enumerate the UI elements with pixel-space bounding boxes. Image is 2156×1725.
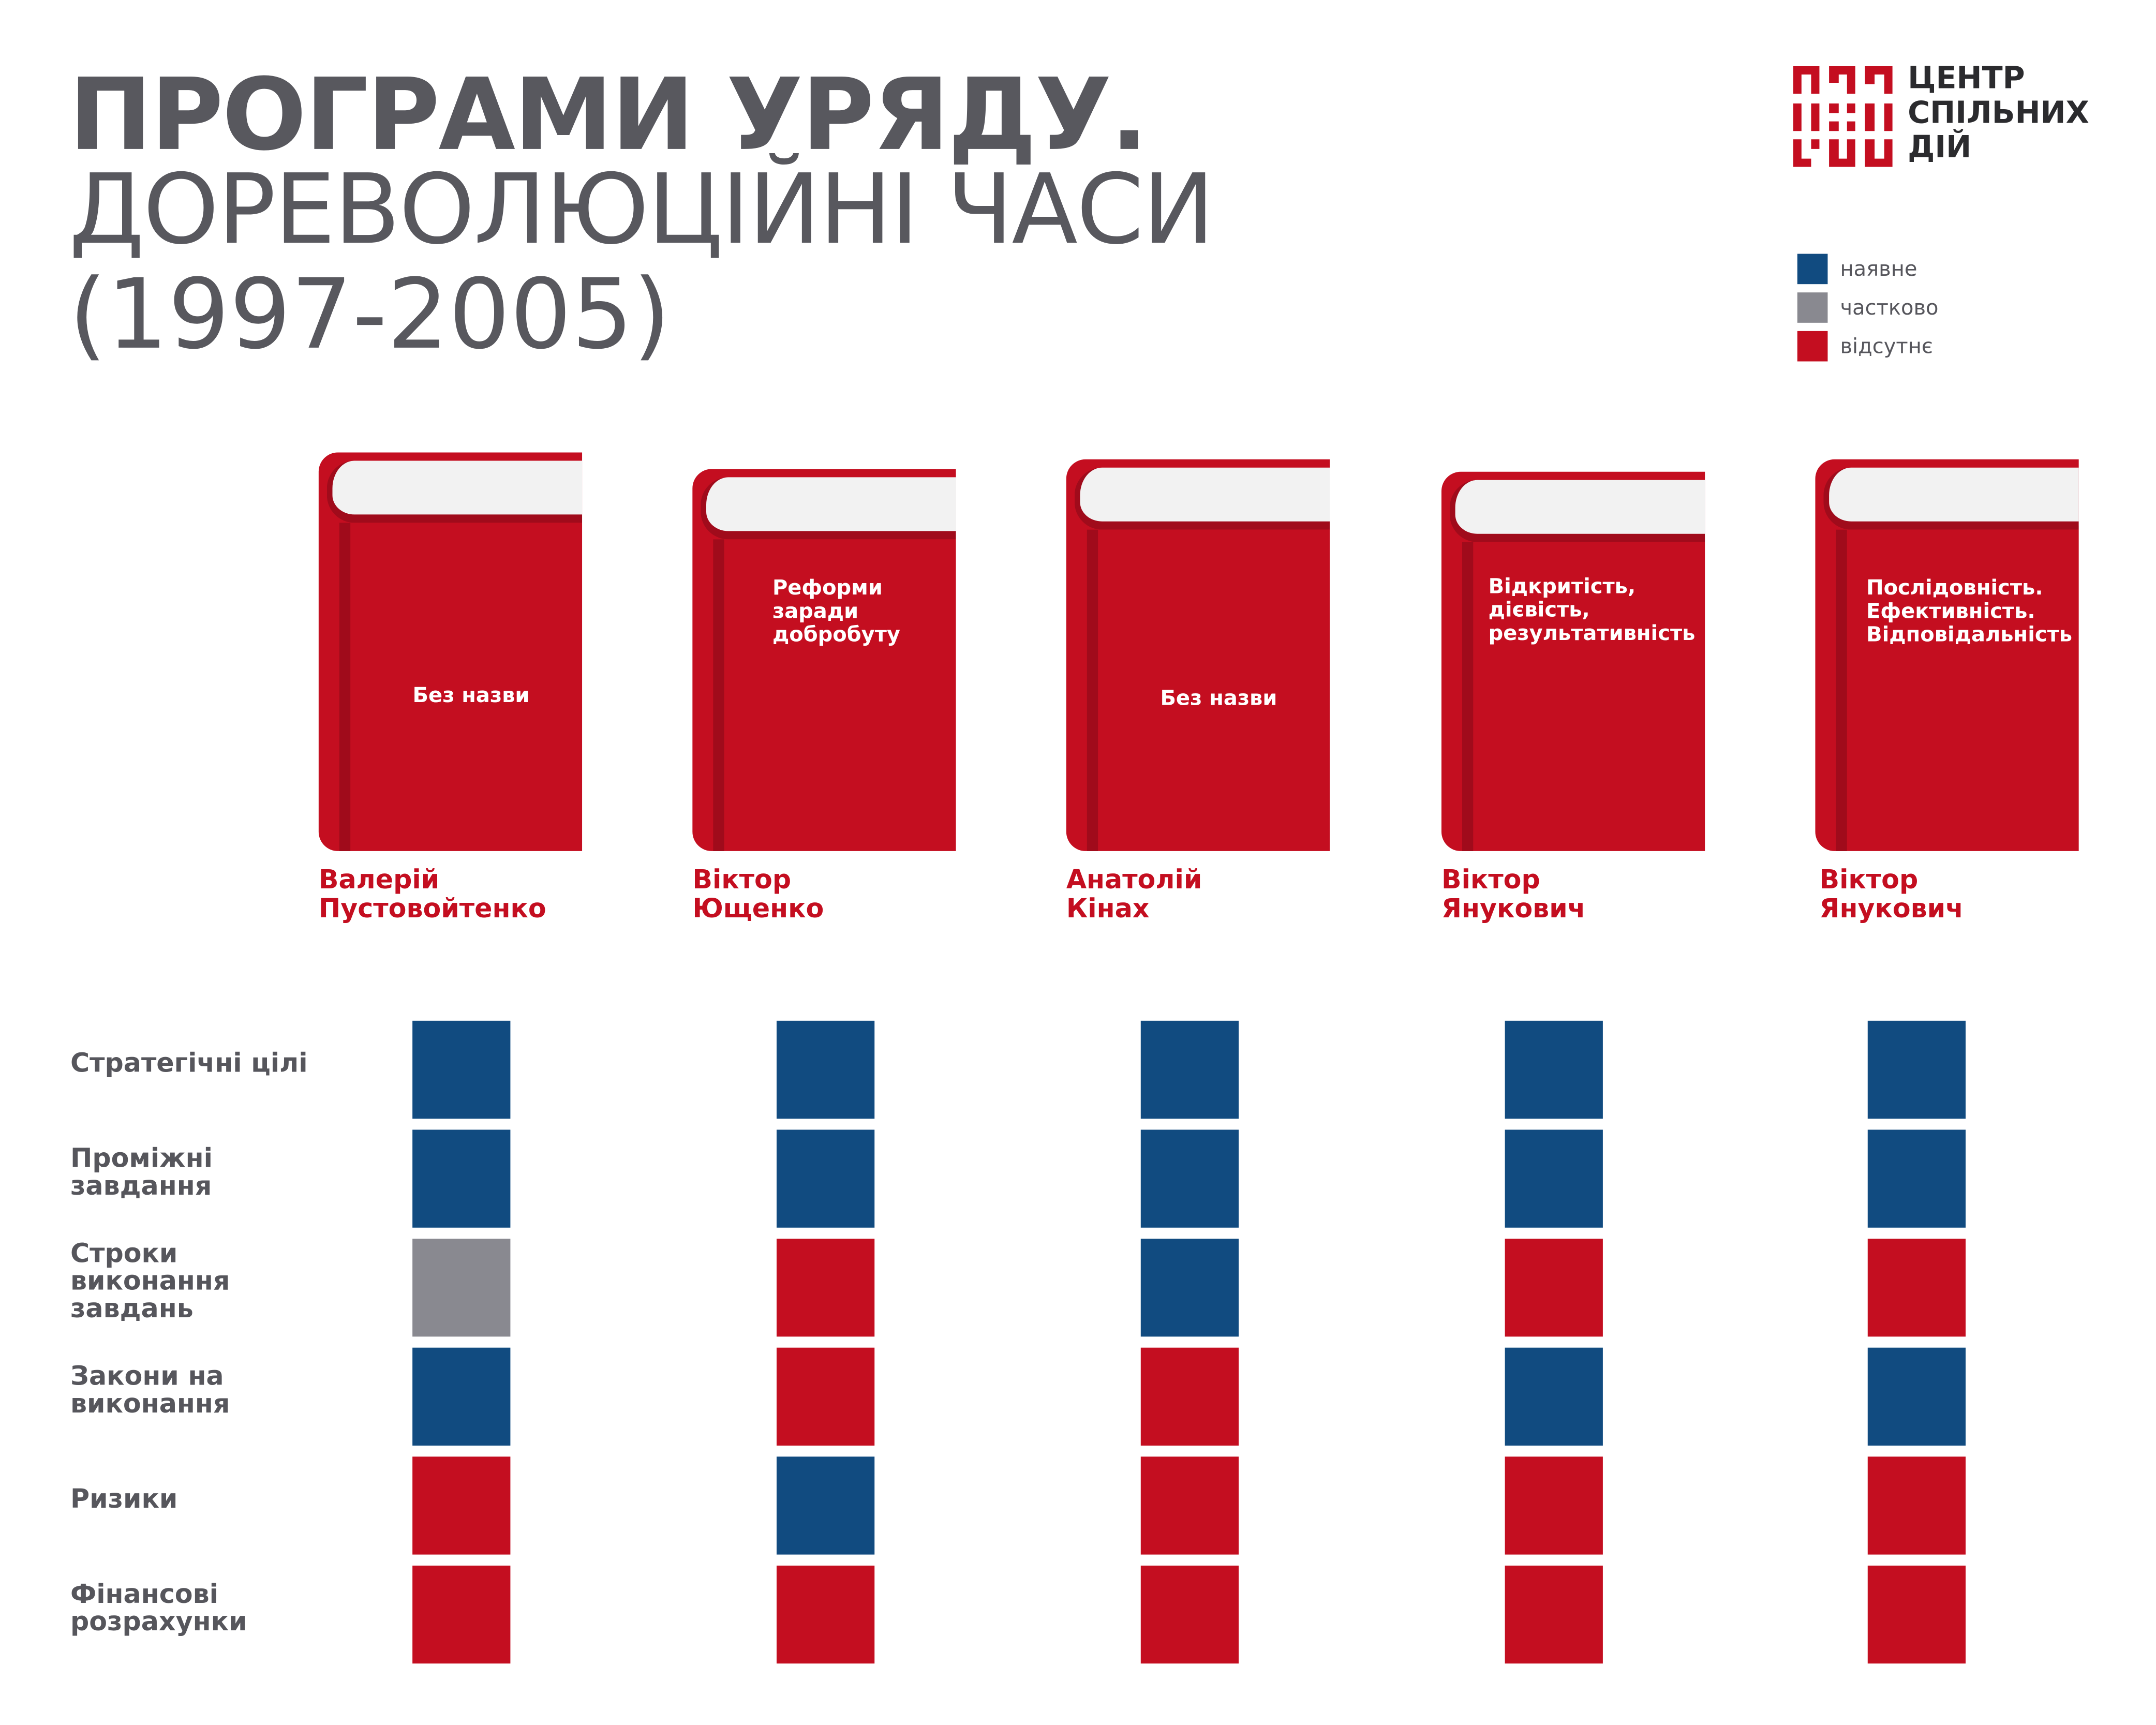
prime-minister-name: Віктор Янукович xyxy=(1819,865,1964,925)
status-cell-present xyxy=(412,1347,511,1446)
status-cell-present xyxy=(776,1129,875,1228)
book-title: Відкритість, дієвість, результативність xyxy=(1488,574,1696,646)
legend-present: наявне xyxy=(1797,254,1917,285)
logo-text: ЦЕНТР СПІЛЬНИХ ДІЙ xyxy=(1908,62,2089,166)
status-cell-present xyxy=(1140,1129,1239,1228)
status-cell-absent xyxy=(1505,1239,1603,1337)
book-pages xyxy=(326,460,583,523)
book-spine xyxy=(1087,529,1098,851)
legend-partial: частково xyxy=(1797,292,1939,323)
title-sub: ДОРЕВОЛЮЦІЙНІ ЧАСИ xyxy=(69,153,1214,266)
book-pages xyxy=(1074,467,1330,530)
status-cell-absent xyxy=(412,1565,511,1664)
status-cell-absent xyxy=(1505,1456,1603,1555)
row-label: Проміжні завдання xyxy=(70,1143,213,1202)
status-cell-present xyxy=(776,1456,875,1555)
prime-minister-name: Віктор Янукович xyxy=(1441,865,1586,925)
legend-label: відсутнє xyxy=(1840,334,1933,359)
legend-swatch xyxy=(1797,331,1828,362)
book-cover: Послідовність. Ефективність. Відповідаль… xyxy=(1815,459,2079,851)
status-cell-absent xyxy=(1867,1239,1966,1337)
status-cell-absent xyxy=(776,1239,875,1337)
book-pages xyxy=(701,477,956,540)
status-cell-absent xyxy=(1505,1565,1603,1664)
book-spine xyxy=(339,523,351,851)
status-cell-absent xyxy=(1140,1565,1239,1664)
status-cell-present xyxy=(1140,1239,1239,1337)
book-spine xyxy=(1836,529,1847,851)
book-title: Без назви xyxy=(412,682,530,708)
status-cell-present xyxy=(1867,1347,1966,1446)
row-label: Фінансові розрахунки xyxy=(70,1579,247,1638)
status-cell-present xyxy=(412,1020,511,1119)
book-title: Без назви xyxy=(1160,686,1277,710)
prime-minister-name: Анатолій Кінах xyxy=(1066,865,1202,925)
legend-label: наявне xyxy=(1840,256,1917,281)
row-label: Ризики xyxy=(70,1484,178,1515)
logo-mark-icon xyxy=(1793,66,1893,167)
status-cell-absent xyxy=(1140,1456,1239,1555)
status-cell-present xyxy=(1505,1129,1603,1228)
row-label: Строки виконання завдань xyxy=(70,1239,230,1325)
status-cell-present xyxy=(412,1129,511,1228)
status-cell-partial xyxy=(412,1239,511,1337)
book-cover: Відкритість, дієвість, результативність xyxy=(1441,471,1705,851)
status-cell-absent xyxy=(1867,1565,1966,1664)
status-cell-present xyxy=(776,1020,875,1119)
logo-line: ДІЙ xyxy=(1908,131,1972,166)
title-years: (1997-2005) xyxy=(69,258,671,371)
book-title: Реформи заради добробуту xyxy=(772,575,901,647)
status-cell-absent xyxy=(776,1347,875,1446)
legend-absent: відсутнє xyxy=(1797,331,1933,362)
book-cover: Без назви xyxy=(318,452,583,851)
status-cell-present xyxy=(1867,1020,1966,1119)
status-cell-present xyxy=(1505,1020,1603,1119)
book-cover: Без назви xyxy=(1066,459,1330,851)
title-main: ПРОГРАМИ УРЯДУ. xyxy=(69,56,1148,173)
book-title: Послідовність. Ефективність. Відповідаль… xyxy=(1866,575,2073,647)
status-cell-present xyxy=(1505,1347,1603,1446)
book-pages xyxy=(1449,480,1705,542)
status-cell-absent xyxy=(1140,1347,1239,1446)
status-cell-absent xyxy=(776,1565,875,1664)
legend-swatch xyxy=(1797,292,1828,323)
legend-label: частково xyxy=(1840,295,1939,320)
book-pages xyxy=(1823,467,2079,530)
logo-line: СПІЛЬНИХ xyxy=(1908,96,2089,131)
status-cell-absent xyxy=(412,1456,511,1555)
prime-minister-name: Віктор Ющенко xyxy=(692,865,824,925)
prime-minister-name: Валерій Пустовойтенко xyxy=(318,865,546,925)
book-spine xyxy=(1462,542,1474,851)
book-cover: Реформи заради добробуту xyxy=(692,469,956,851)
status-cell-present xyxy=(1140,1020,1239,1119)
status-cell-absent xyxy=(1867,1456,1966,1555)
book-spine xyxy=(713,539,724,851)
logo-line: ЦЕНТР xyxy=(1908,62,2025,97)
row-label: Стратегічні цілі xyxy=(70,1048,308,1079)
legend-swatch xyxy=(1797,254,1828,285)
row-label: Закони на виконання xyxy=(70,1361,230,1420)
status-cell-present xyxy=(1867,1129,1966,1228)
